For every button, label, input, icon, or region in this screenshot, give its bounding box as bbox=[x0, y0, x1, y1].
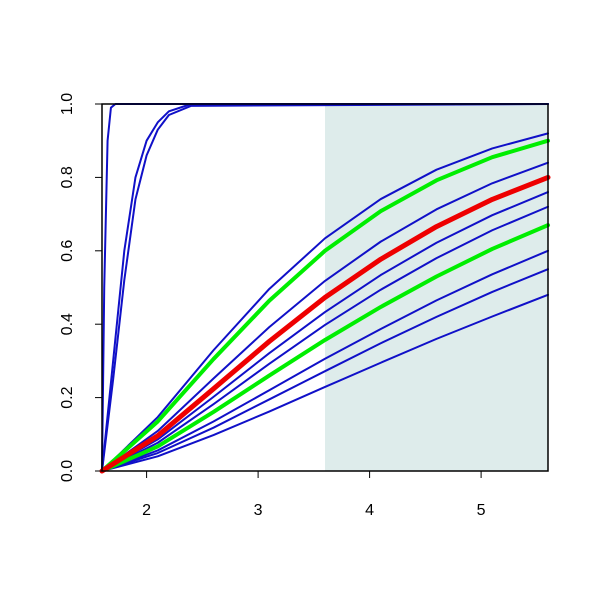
y-tick-label: 0.0 bbox=[59, 460, 76, 482]
curve bbox=[99, 174, 551, 474]
x-tick-label: 5 bbox=[477, 502, 486, 519]
curve bbox=[101, 103, 549, 472]
x-tick-label: 4 bbox=[365, 502, 374, 519]
curve bbox=[101, 103, 549, 472]
x-tick-label: 3 bbox=[254, 502, 263, 519]
y-tick-label: 0.6 bbox=[59, 240, 76, 262]
plot-frame bbox=[101, 103, 549, 472]
shaded-region bbox=[325, 104, 548, 471]
curve bbox=[101, 205, 549, 472]
y-tick-label: 1.0 bbox=[59, 93, 76, 115]
y-tick-label: 0.4 bbox=[59, 313, 76, 335]
curve bbox=[100, 223, 550, 473]
curve bbox=[101, 161, 549, 472]
curve bbox=[101, 249, 549, 472]
curve bbox=[101, 293, 549, 472]
y-tick-label: 0.8 bbox=[59, 166, 76, 188]
curve bbox=[101, 191, 549, 472]
curve bbox=[101, 268, 549, 472]
curve bbox=[100, 138, 550, 473]
y-tick-label: 0.2 bbox=[59, 386, 76, 408]
curve bbox=[101, 132, 549, 472]
x-tick-label: 2 bbox=[142, 502, 151, 519]
